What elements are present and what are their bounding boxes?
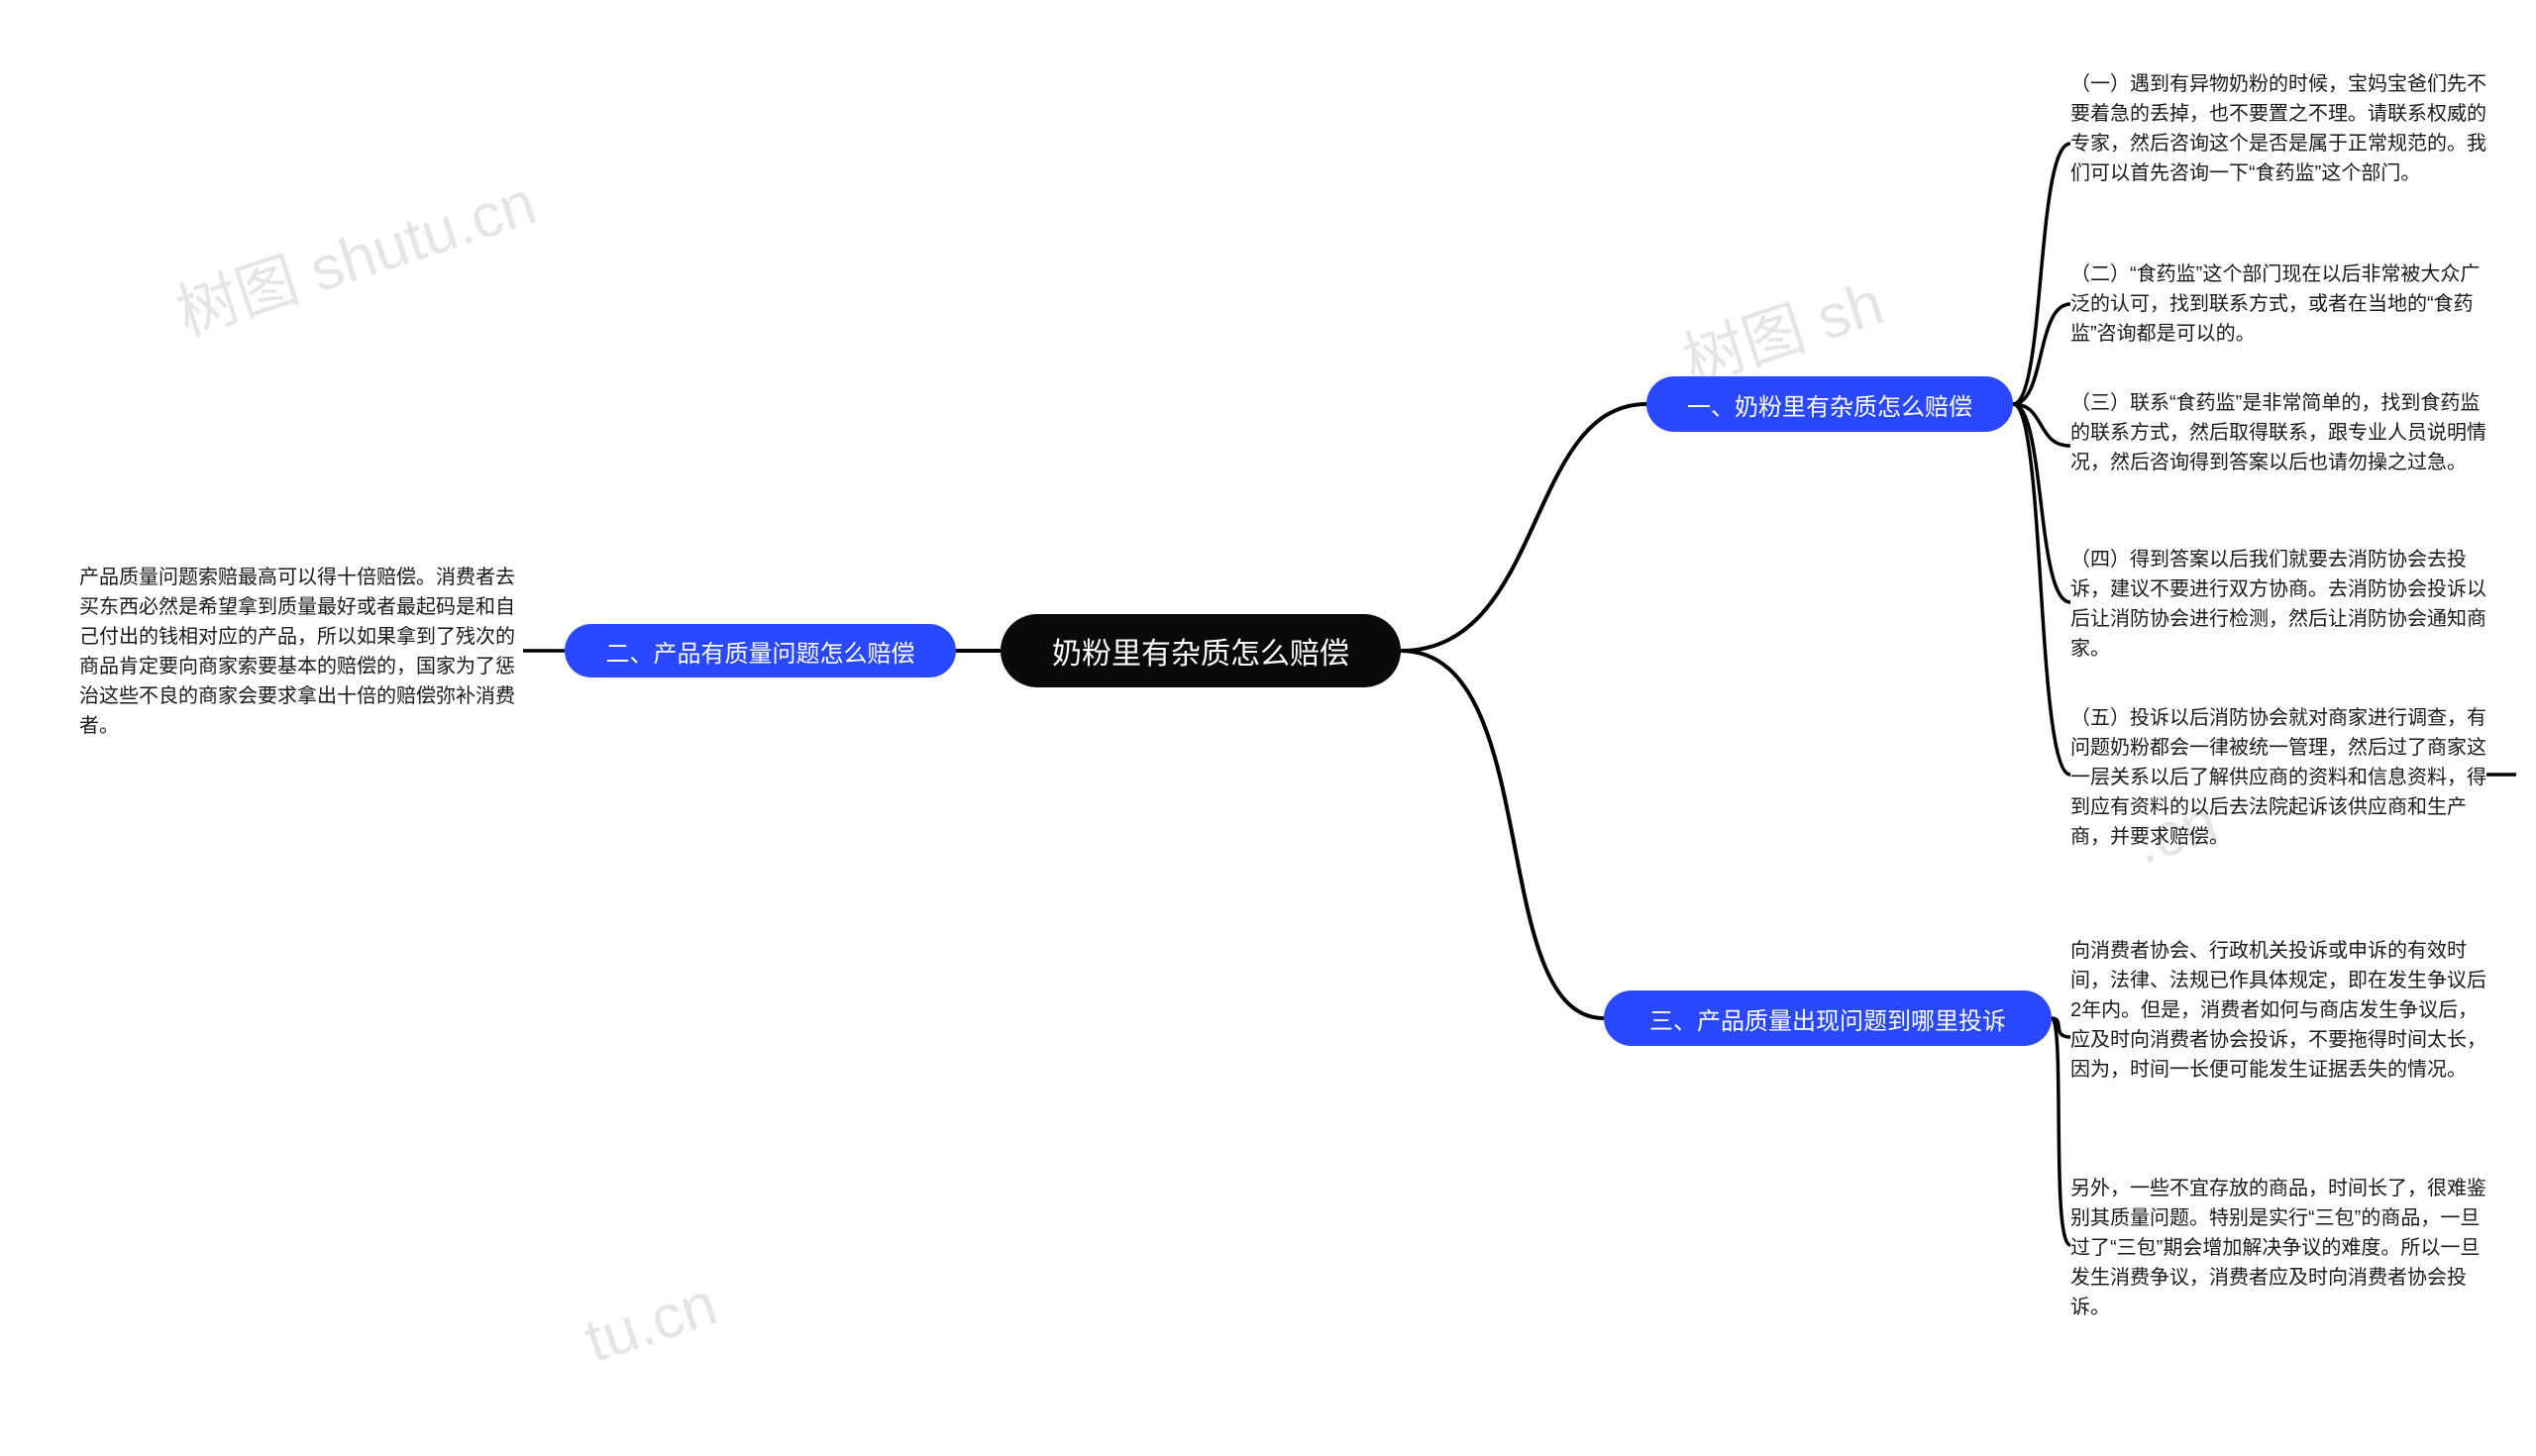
branch-node-2[interactable]: 二、产品有质量问题怎么赔偿 — [565, 624, 956, 677]
leaf-node[interactable]: （二）“食药监”这个部门现在以后非常被大众广泛的认可，找到联系方式，或者在当地的… — [2070, 260, 2486, 349]
leaf-node[interactable]: （三）联系“食药监”是非常简单的，找到食药监的联系方式，然后取得联系，跟专业人员… — [2070, 388, 2486, 477]
branch-label: 二、产品有质量问题怎么赔偿 — [606, 634, 915, 669]
branch-node-1[interactable]: 一、奶粉里有杂质怎么赔偿 — [1646, 376, 2013, 432]
leaf-node[interactable]: 向消费者协会、行政机关投诉或申诉的有效时间，法律、法规已作具体规定，即在发生争议… — [2070, 936, 2486, 1085]
branch-label: 三、产品质量出现问题到哪里投诉 — [1649, 1001, 2006, 1036]
branch-node-3[interactable]: 三、产品质量出现问题到哪里投诉 — [1604, 990, 2052, 1046]
mindmap-canvas: 树图 shutu.cn 树图 sh .cn tu.cn 奶粉里有杂质怎么赔偿 一… — [0, 0, 2536, 1456]
leaf-node[interactable]: （四）得到答案以后我们就要去消防协会去投诉，建议不要进行双方协商。去消防协会投诉… — [2070, 545, 2486, 664]
leaf-node[interactable]: 另外，一些不宜存放的商品，时间长了，很难鉴别其质量问题。特别是实行“三包”的商品… — [2070, 1174, 2486, 1322]
leaf-label: （四）得到答案以后我们就要去消防协会去投诉，建议不要进行双方协商。去消防协会投诉… — [2070, 549, 2486, 660]
leaf-label: 向消费者协会、行政机关投诉或申诉的有效时间，法律、法规已作具体规定，即在发生争议… — [2070, 940, 2486, 1081]
leaf-node[interactable]: （五）投诉以后消防协会就对商家进行调查，有问题奶粉都会一律被统一管理，然后过了商… — [2070, 703, 2486, 852]
leaf-label: （五）投诉以后消防协会就对商家进行调查，有问题奶粉都会一律被统一管理，然后过了商… — [2070, 707, 2486, 848]
leaf-label: （二）“食药监”这个部门现在以后非常被大众广泛的认可，找到联系方式，或者在当地的… — [2070, 263, 2480, 345]
leaf-label: 另外，一些不宜存放的商品，时间长了，很难鉴别其质量问题。特别是实行“三包”的商品… — [2070, 1178, 2486, 1318]
leaf-label: （三）联系“食药监”是非常简单的，找到食药监的联系方式，然后取得联系，跟专业人员… — [2070, 392, 2486, 473]
leaf-label: 产品质量问题索赔最高可以得十倍赔偿。消费者去买东西必然是希望拿到质量最好或者最起… — [79, 567, 515, 737]
leaf-label: （一）遇到有异物奶粉的时候，宝妈宝爸们先不要着急的丢掉，也不要置之不理。请联系权… — [2070, 73, 2486, 184]
root-node[interactable]: 奶粉里有杂质怎么赔偿 — [1001, 614, 1401, 687]
leaf-node[interactable]: 产品质量问题索赔最高可以得十倍赔偿。消费者去买东西必然是希望拿到质量最好或者最起… — [79, 563, 523, 741]
root-label: 奶粉里有杂质怎么赔偿 — [1052, 629, 1349, 673]
leaf-node[interactable]: （一）遇到有异物奶粉的时候，宝妈宝爸们先不要着急的丢掉，也不要置之不理。请联系权… — [2070, 69, 2486, 188]
branch-label: 一、奶粉里有杂质怎么赔偿 — [1687, 387, 1972, 422]
